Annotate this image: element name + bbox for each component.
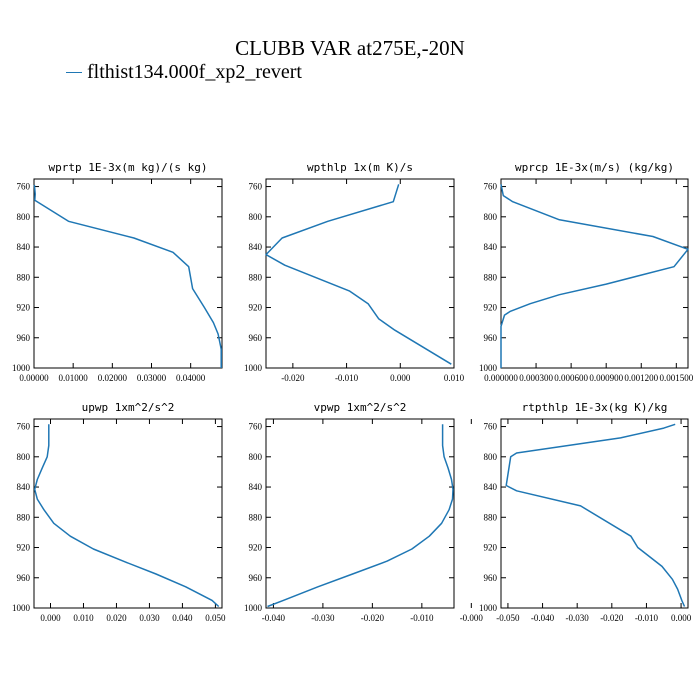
y-tick-label: 760: [249, 422, 263, 432]
panel-frame: [265, 418, 455, 609]
x-tick-label: -0.010: [635, 613, 659, 623]
y-tick-label: 800: [484, 212, 498, 222]
y-tick-label: 760: [17, 182, 31, 192]
x-tick-label: -0.000: [460, 613, 484, 623]
x-tick-label: 0.000000: [484, 373, 518, 383]
panel-title: upwp 1xm^2/s^2: [82, 401, 175, 414]
y-tick-label: 960: [249, 333, 263, 343]
x-tick-label: 0.030: [139, 613, 160, 623]
y-tick-label: 760: [484, 422, 498, 432]
x-tick-label: -0.010: [410, 613, 434, 623]
y-tick-label: 800: [17, 452, 31, 462]
y-tick-label: 760: [17, 422, 31, 432]
y-tick-label: 960: [484, 333, 498, 343]
y-tick-label: 840: [17, 242, 31, 252]
x-tick-label: -0.020: [281, 373, 305, 383]
y-tick-label: 800: [17, 212, 31, 222]
y-tick-label: 800: [249, 452, 263, 462]
y-tick-label: 880: [17, 512, 31, 522]
y-tick-label: 880: [484, 512, 498, 522]
x-tick-label: 0.010: [73, 613, 94, 623]
x-tick-label: 0.000: [390, 373, 411, 383]
legend-line-swatch: [66, 71, 82, 73]
y-tick-label: 880: [249, 512, 263, 522]
x-tick-label: -0.040: [262, 613, 286, 623]
legend: flthist134.000f_xp2_revert: [66, 60, 302, 84]
x-tick-label: 0.02000: [98, 373, 128, 383]
x-tick-label: -0.050: [496, 613, 520, 623]
series-line: [33, 184, 222, 368]
y-tick-label: 1000: [12, 363, 31, 373]
y-tick-label: 960: [484, 573, 498, 583]
x-tick-label: -0.020: [600, 613, 624, 623]
y-tick-label: 920: [484, 303, 498, 313]
panel-frame: [33, 418, 223, 609]
x-tick-label: -0.010: [335, 373, 359, 383]
panel-frame: [265, 178, 455, 369]
y-tick-label: 1000: [479, 603, 498, 613]
y-tick-label: 920: [484, 543, 498, 553]
y-tick-label: 840: [17, 482, 31, 492]
y-tick-label: 840: [249, 482, 263, 492]
y-tick-label: 800: [249, 212, 263, 222]
x-tick-label: 0.010: [444, 373, 465, 383]
panel-frame: [500, 178, 689, 369]
x-tick-label: 0.020: [106, 613, 127, 623]
y-tick-label: 840: [484, 242, 498, 252]
x-tick-label: 0.040: [172, 613, 193, 623]
x-tick-label: 0.001500: [659, 373, 693, 383]
x-tick-label: 0.000: [40, 613, 61, 623]
x-tick-label: 0.03000: [137, 373, 167, 383]
y-tick-label: 1000: [244, 363, 263, 373]
x-tick-label: -0.020: [361, 613, 385, 623]
legend-label: flthist134.000f_xp2_revert: [87, 60, 302, 83]
x-tick-label: 0.000300: [519, 373, 553, 383]
y-tick-label: 880: [249, 272, 263, 282]
y-tick-label: 920: [17, 303, 31, 313]
panel-title: wprcp 1E-3x(m/s) (kg/kg): [515, 161, 674, 174]
y-tick-label: 960: [17, 573, 31, 583]
x-tick-label: 0.000: [671, 613, 692, 623]
series-line: [33, 424, 220, 608]
y-tick-label: 800: [484, 452, 498, 462]
y-tick-label: 960: [17, 333, 31, 343]
x-tick-label: -0.030: [311, 613, 335, 623]
panel-frame: [33, 178, 223, 369]
y-tick-label: 1000: [479, 363, 498, 373]
x-tick-label: -0.040: [531, 613, 555, 623]
y-tick-label: 920: [17, 543, 31, 553]
y-tick-label: 880: [17, 272, 31, 282]
panel-title: rtpthlp 1E-3x(kg K)/kg: [522, 401, 668, 414]
y-tick-label: 760: [249, 182, 263, 192]
series-line: [265, 184, 452, 365]
y-tick-label: 760: [484, 182, 498, 192]
y-tick-label: 920: [249, 543, 263, 553]
y-tick-label: 880: [484, 272, 498, 282]
y-tick-label: 1000: [244, 603, 263, 613]
series-line: [500, 184, 689, 368]
figure-title: CLUBB VAR at275E,-20N: [235, 36, 465, 60]
y-tick-label: 960: [249, 573, 263, 583]
panel-title: wprtp 1E-3x(m kg)/(s kg): [49, 161, 208, 174]
x-tick-label: -0.030: [566, 613, 590, 623]
y-tick-label: 920: [249, 303, 263, 313]
x-tick-label: 0.01000: [59, 373, 89, 383]
x-tick-label: 0.00000: [19, 373, 49, 383]
x-tick-label: 0.04000: [176, 373, 206, 383]
series-line: [267, 424, 454, 608]
y-tick-label: 840: [484, 482, 498, 492]
x-tick-label: 0.000600: [554, 373, 588, 383]
x-tick-label: 0.000900: [589, 373, 623, 383]
panel-frame: [500, 418, 689, 609]
panel-title: vpwp 1xm^2/s^2: [314, 401, 407, 414]
series-line: [505, 423, 686, 607]
x-tick-label: 0.001200: [624, 373, 658, 383]
panel-title: wpthlp 1x(m K)/s: [307, 161, 413, 174]
y-tick-label: 840: [249, 242, 263, 252]
y-tick-label: 1000: [12, 603, 31, 613]
x-tick-label: 0.050: [205, 613, 226, 623]
